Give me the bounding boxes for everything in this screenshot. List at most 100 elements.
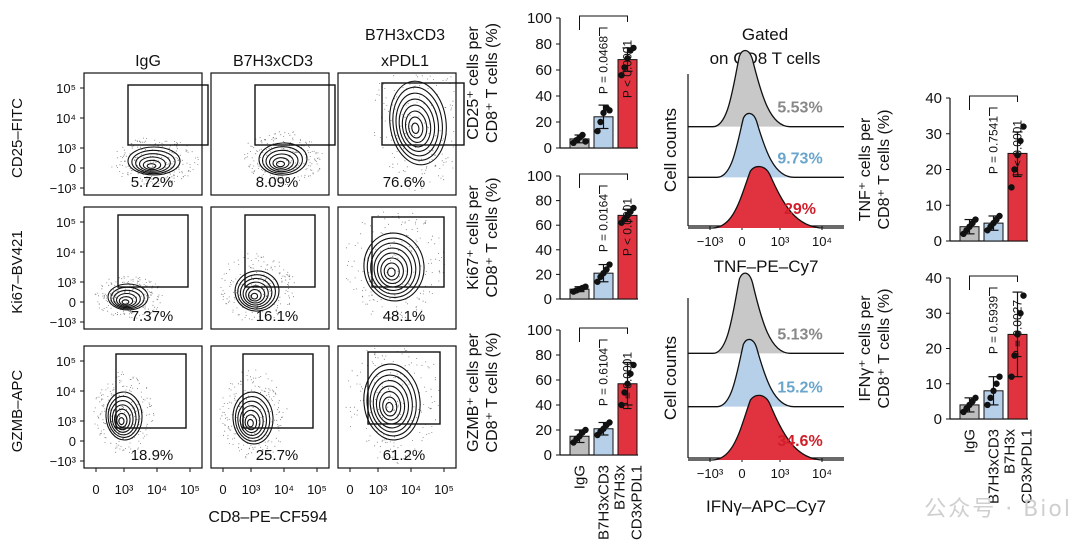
bar-ylabel-line2: CD8⁺ T cells (%) xyxy=(484,23,501,143)
bar-ylabel-line1: CD25⁺ cells per xyxy=(465,26,482,140)
histogram-percentage: 9.73% xyxy=(777,150,822,167)
flow-percentage: 48.1% xyxy=(383,308,426,325)
bar-ytick-label: 0 xyxy=(544,291,552,308)
flow-ytick-label: 10⁵ xyxy=(56,354,76,369)
flow-contour xyxy=(109,400,137,436)
flow-contour xyxy=(373,247,413,292)
data-point xyxy=(606,419,613,426)
flow-contour xyxy=(232,391,274,445)
flow-contour xyxy=(118,296,134,306)
bar-ytick-label: 0 xyxy=(934,233,942,250)
flow-panel: 25.7% xyxy=(210,345,330,469)
flow-contour xyxy=(113,289,141,309)
flow-percentage: 25.7% xyxy=(256,447,299,464)
flow-contour xyxy=(369,374,413,433)
flow-gate xyxy=(244,214,316,288)
bar-chart: 0 10 20 30 40 IFNγ⁺ cells per CD8⁺ T cells (%)… xyxy=(857,270,1028,428)
data-point xyxy=(582,283,589,290)
flow-percentage: 16.1% xyxy=(256,308,299,325)
flow-percentage: 7.37% xyxy=(131,308,174,325)
bar-ytick-label: 30 xyxy=(925,305,942,322)
flow-panel-frame xyxy=(210,72,330,196)
significance-bracket-short xyxy=(599,27,608,36)
data-point xyxy=(621,389,628,396)
flow-contour xyxy=(121,299,130,305)
hist-ylabel: Cell counts xyxy=(661,108,680,192)
flow-percentage: 5.72% xyxy=(131,174,174,191)
histogram-title-line2: on CD8 T cells xyxy=(710,49,821,68)
flow-contour xyxy=(248,289,262,302)
flow-xtick-label: 0 xyxy=(219,482,226,497)
flow-ytick-label: −10³ xyxy=(50,454,77,469)
flow-contour xyxy=(237,274,276,310)
flow-gate xyxy=(117,214,189,288)
flow-percentage: 61.2% xyxy=(383,447,426,464)
data-point xyxy=(1017,137,1024,145)
p-value: P = 0.6104 xyxy=(597,348,611,406)
significance-bracket-short xyxy=(989,287,998,296)
flow-contour xyxy=(245,285,266,304)
data-point xyxy=(606,107,613,114)
bar-ytick-label: 80 xyxy=(535,36,552,53)
significance-bracket xyxy=(969,275,1018,290)
data-point xyxy=(630,361,637,369)
flow-xtick-label: 10⁴ xyxy=(147,482,167,497)
flow-dots xyxy=(219,369,288,460)
flow-contour xyxy=(268,153,295,171)
bar-category-label: B7H3xCD3 xyxy=(986,429,1003,504)
flow-contour xyxy=(237,400,267,439)
bar-ytick-label: 80 xyxy=(535,193,552,210)
flow-xtick-label: 10³ xyxy=(369,482,388,497)
bar-chart: 0 20 40 60 80 100 GZMB⁺ cells per CD8⁺ T cells … xyxy=(465,322,638,464)
data-point xyxy=(594,127,601,135)
flow-contour xyxy=(395,92,440,157)
histogram-percentage: 5.53% xyxy=(777,100,822,117)
flow-contour xyxy=(383,262,400,281)
histogram-panel: Cell counts −10³ 0 10³ 10⁴ IFNγ–APC–Cy7 5.13% 1… xyxy=(661,272,844,516)
flow-xtick-label: 10⁵ xyxy=(307,482,327,497)
flow-contour xyxy=(247,418,254,428)
flow-panel: 8.09% xyxy=(210,72,336,196)
flow-contour xyxy=(363,363,421,441)
flow-contour xyxy=(239,277,273,308)
bar-ytick-label: 40 xyxy=(535,88,552,105)
bar-chart: 0 10 20 30 40 TNF⁺ cells per CD8⁺ T cells (%) P… xyxy=(857,90,1028,250)
row-label: GZMB–APC xyxy=(9,370,26,453)
histogram-outline xyxy=(688,165,844,229)
bar-ytick-label: 0 xyxy=(544,447,552,464)
row-label: Ki67–BV421 xyxy=(9,230,26,313)
flow-xlabel: CD8–PE–CF594 xyxy=(208,509,327,526)
flow-contour xyxy=(265,149,299,173)
flow-contour xyxy=(366,237,421,299)
flow-xtick-label: 10⁵ xyxy=(180,482,200,497)
bar-ytick-label: 80 xyxy=(535,347,552,364)
p-value: P < 0.0001 xyxy=(621,198,635,256)
flow-contour xyxy=(275,160,286,168)
flow-contour xyxy=(404,110,428,143)
flow-contour xyxy=(244,414,258,431)
bar-ytick-label: 100 xyxy=(527,168,552,185)
flow-xtick-label: 0 xyxy=(346,482,353,497)
bar-ylabel-line1: GZMB⁺ cells per xyxy=(465,332,482,451)
flow-ytick-label: 10⁵ xyxy=(56,81,76,96)
bar-ylabel-line2: CD8⁺ T cells (%) xyxy=(876,110,893,230)
significance-bracket-short xyxy=(989,107,998,116)
flow-contour xyxy=(385,401,394,413)
bar-category-label: IgG xyxy=(962,429,979,453)
histogram-percentage: 29% xyxy=(784,201,816,218)
data-point xyxy=(600,109,607,117)
flow-contour xyxy=(116,412,128,428)
hist-xtick-label: −10³ xyxy=(697,466,724,481)
flow-percentage: 76.6% xyxy=(383,174,426,191)
data-point xyxy=(606,261,613,268)
significance-bracket xyxy=(579,173,628,188)
flow-ytick-label: 0 xyxy=(69,295,76,310)
data-point xyxy=(630,44,637,52)
histogram-outline xyxy=(688,394,844,461)
flow-contour xyxy=(115,292,138,308)
flow-contour xyxy=(118,417,125,426)
bar-ylabel-line1: IFNγ⁺ cells per xyxy=(857,295,874,402)
flow-contour xyxy=(138,156,167,172)
flow-contour xyxy=(107,283,149,311)
